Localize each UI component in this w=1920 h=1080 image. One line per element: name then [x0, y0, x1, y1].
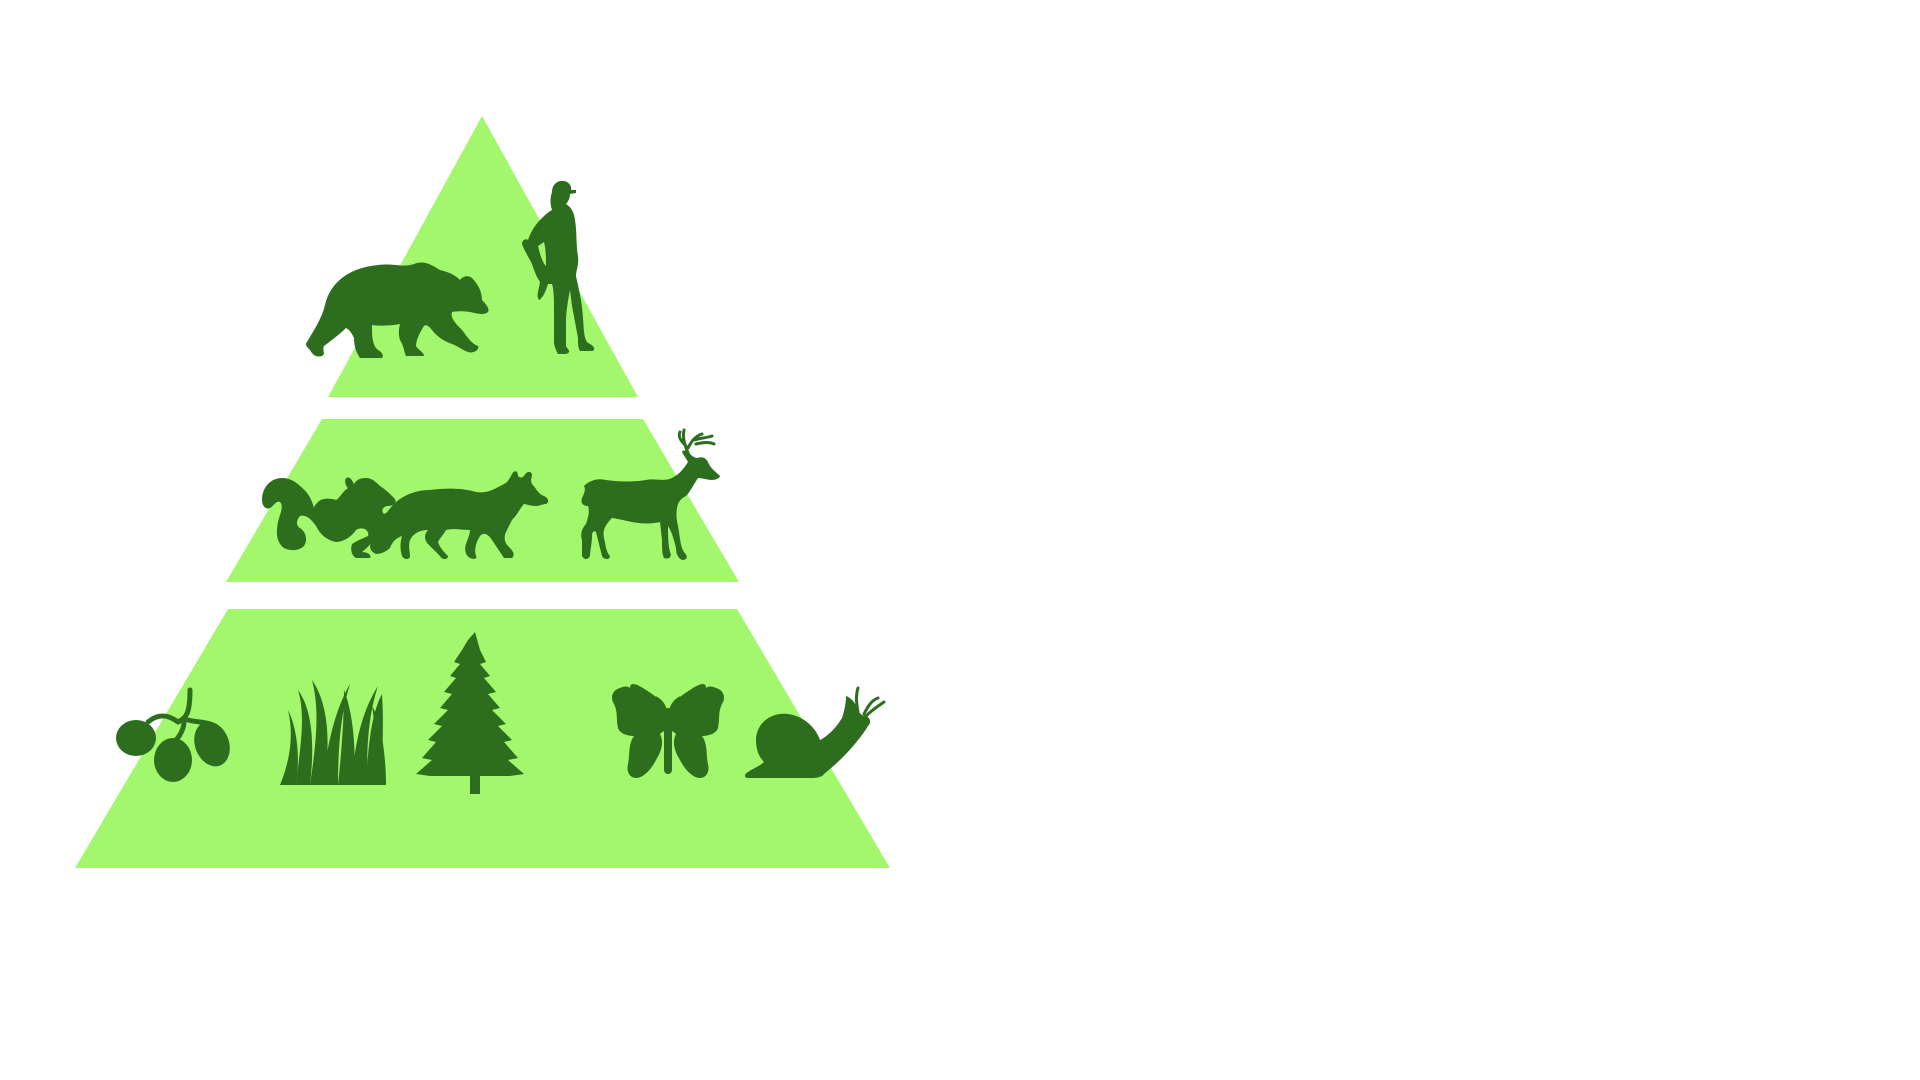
deer-icon: [581, 428, 720, 560]
grass-icon: [280, 680, 386, 785]
berries-icon: [116, 687, 230, 782]
squirrel-icon: [262, 477, 399, 558]
butterfly-icon: [612, 684, 724, 778]
fox-icon: [370, 471, 549, 559]
hunter-icon: [522, 180, 595, 354]
snail-icon: [745, 686, 886, 778]
pine-tree-icon: [416, 632, 524, 794]
bear-icon: [306, 262, 489, 358]
